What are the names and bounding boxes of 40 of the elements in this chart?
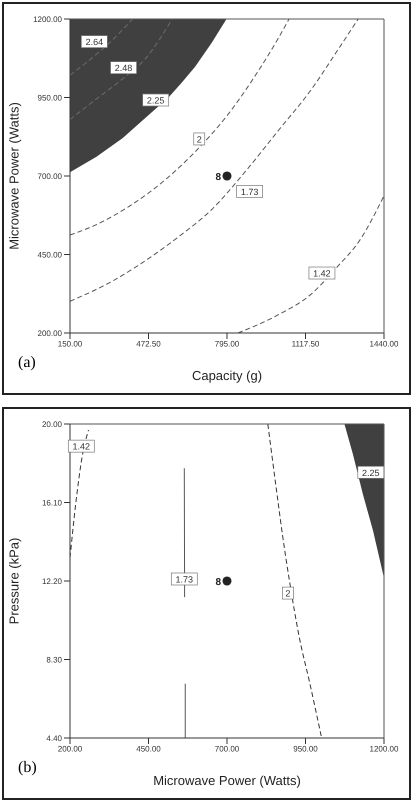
x-axis-title: Microwave Power (Watts) — [153, 773, 301, 788]
text: (a) — [18, 354, 36, 372]
y-tick-label: 8.30 — [46, 655, 63, 664]
annotation: 2 — [285, 588, 290, 599]
x-axis-title: Capacity (g) — [192, 368, 262, 384]
y-tick-label: 950.00 — [38, 93, 63, 102]
y-tick-label: 16.10 — [42, 498, 63, 508]
y-tick-label: 450.00 — [38, 250, 63, 260]
x-tick-label: 950.00 — [293, 744, 318, 754]
y-axis-title: Pressure (kPa) — [6, 538, 22, 624]
line-series — [70, 19, 173, 120]
annotation: 1.73 — [176, 574, 194, 584]
y-tick-label: 700.00 — [38, 172, 63, 181]
x-tick-label: 200.00 — [58, 744, 83, 754]
annotation: 1.73 — [240, 186, 258, 197]
x-tick-label: 1200.00 — [370, 744, 400, 754]
y-tick-label: 12.20 — [42, 576, 63, 586]
x-tick-label: 472.50 — [136, 340, 162, 349]
text: (b) — [18, 759, 37, 777]
x-tick-label: 1440.00 — [370, 340, 400, 349]
annotation: 2.25 — [362, 468, 380, 478]
y-tick-label: 1200.00 — [33, 14, 63, 24]
x-tick-label: 700.00 — [214, 744, 240, 754]
annotation: 2.64 — [86, 37, 104, 48]
annotation: 1.42 — [313, 268, 331, 279]
annotation: 8 — [215, 172, 222, 183]
y-tick-label: 4.40 — [46, 734, 63, 743]
x-tick-label: 1117.50 — [292, 340, 320, 349]
x-tick-label: 450.00 — [136, 744, 162, 754]
annotation: 2 — [196, 134, 202, 144]
y-tick-label: 200.00 — [38, 328, 63, 338]
annotation: 1.42 — [72, 442, 90, 452]
annotation: 2.25 — [146, 96, 164, 106]
y-tick-label: 20.00 — [42, 420, 63, 429]
line-series — [70, 19, 134, 76]
x-tick-label: 150.00 — [58, 340, 83, 349]
annotation: 8 — [215, 577, 222, 588]
annotation: 2.48 — [114, 63, 132, 74]
y-axis-title: Microwave Power (Watts) — [6, 102, 22, 250]
x-tick-label: 795.00 — [214, 340, 240, 349]
